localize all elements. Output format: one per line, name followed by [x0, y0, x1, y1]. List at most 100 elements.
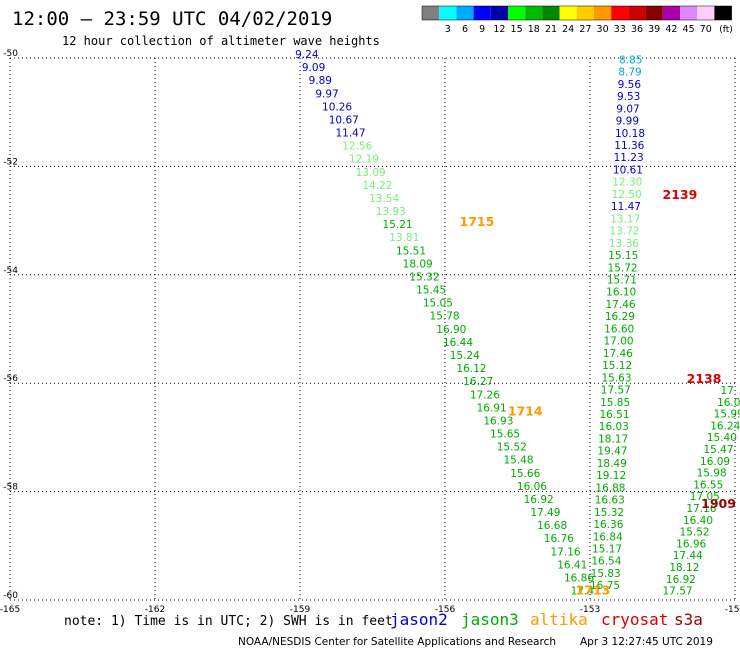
- wave-height-value: 15.98: [697, 468, 727, 480]
- wave-height-value: 15.12: [602, 360, 632, 372]
- wave-height-value: 15.15: [608, 250, 638, 262]
- wave-height-value: 16.36: [593, 519, 623, 531]
- wave-height-value: 15.99: [714, 409, 740, 421]
- color-scale-bar: 3 6 9 12 15 18 21 24 27 30 33 36 39 42 45 70 (ft): [421, 5, 733, 35]
- color-swatch: [508, 6, 526, 20]
- wave-height-value: 17.57: [663, 586, 693, 598]
- color-swatch: [680, 6, 698, 20]
- color-swatch: [456, 6, 474, 20]
- wave-height-value: 17.46: [606, 299, 636, 311]
- color-scale-label: 18: [528, 24, 540, 35]
- y-tick-label: -58: [3, 483, 18, 493]
- chart-subtitle: 12 hour collection of altimeter wave hei…: [62, 34, 380, 48]
- color-swatch: [645, 6, 663, 20]
- axis-ticks: -165 -162 -159 -156 -153 -150 -50 -52 -54 -56 -58 -…: [0, 49, 740, 615]
- color-scale-label: 9: [479, 24, 485, 35]
- wave-height-value: 17.00: [603, 336, 633, 348]
- wave-height-value: 15.65: [490, 429, 520, 441]
- wave-height-value: 9.99: [616, 116, 639, 128]
- color-scale-label: 6: [462, 24, 468, 35]
- wave-height-value: 10.26: [322, 101, 352, 113]
- wave-height-value: 9.56: [618, 79, 642, 91]
- wave-height-value: 12.19: [349, 154, 379, 166]
- wave-height-value: 17.16: [686, 503, 716, 515]
- color-swatch: [662, 6, 680, 20]
- wave-height-value: 16.55: [693, 479, 723, 491]
- wave-height-value: 13.17: [610, 213, 640, 225]
- wave-height-value: 16.84: [593, 531, 623, 543]
- wave-height-value: 9.89: [309, 75, 332, 87]
- wave-height-value: 16.40: [683, 515, 713, 527]
- color-swatch: [714, 6, 732, 20]
- wave-height-value: 17.57: [601, 385, 631, 397]
- wave-height-value: 13.09: [356, 167, 386, 179]
- wave-height-value: 11.23: [614, 152, 644, 164]
- wave-height-value: 16.68: [537, 520, 567, 532]
- y-tick-label: -52: [3, 157, 18, 167]
- wave-height-value: 10.61: [613, 164, 643, 176]
- wave-height-value: 16.51: [599, 409, 629, 421]
- color-swatch: [594, 6, 612, 20]
- wave-height-value: 13.72: [610, 226, 640, 238]
- wave-height-value: 16.76: [544, 533, 574, 545]
- wave-height-value: 15.72: [608, 262, 638, 274]
- color-scale-label: 21: [545, 24, 557, 35]
- color-scale-label: 33: [614, 24, 626, 35]
- wave-height-value: 15.63: [601, 372, 631, 384]
- x-tick-label: -165: [0, 605, 20, 615]
- wave-height-value: 16.91: [477, 402, 507, 414]
- pass-time-labels: 1715 1714 1713 2139 2138 1909: [460, 187, 736, 598]
- wave-height-value: 17.26: [470, 389, 500, 401]
- color-swatch: [439, 6, 457, 20]
- map-grid: [9, 57, 736, 601]
- color-scale-label: 42: [665, 24, 677, 35]
- wave-height-value: 15.32: [409, 271, 439, 283]
- wave-height-value: 9.53: [617, 91, 640, 103]
- footer-timestamp: Apr 3 12:27:45 UTC 2019: [580, 636, 713, 648]
- x-tick-label: -159: [290, 605, 311, 615]
- wave-height-value: 18.12: [669, 562, 699, 574]
- color-swatch: [697, 6, 715, 20]
- color-scale-unit: (ft): [719, 25, 733, 35]
- color-swatch: [559, 6, 577, 20]
- wave-height-value: 16.44: [443, 337, 473, 349]
- color-scale-label: 24: [562, 24, 574, 35]
- wave-height-value: 15.32: [594, 507, 624, 519]
- wave-height-value: 16.92: [524, 494, 554, 506]
- wave-height-value: 17: [721, 385, 734, 397]
- satellite-legend-item: altika: [530, 610, 588, 629]
- wave-height-value: 16.24: [710, 420, 740, 432]
- color-swatch: [525, 6, 543, 20]
- wave-height-value: 8.79: [618, 67, 641, 79]
- wave-height-value: 12.50: [612, 189, 642, 201]
- pass-time-label: 1713: [576, 583, 611, 598]
- color-scale-label: 70: [700, 24, 712, 35]
- color-swatch: [473, 6, 491, 20]
- wave-height-value: 16.03: [599, 421, 629, 433]
- wave-height-value: 15.45: [416, 285, 446, 297]
- color-swatch: [628, 6, 646, 20]
- wave-height-value: 8.85: [619, 54, 642, 66]
- wave-height-value: 15.52: [680, 527, 710, 539]
- wave-height-value: 15.71: [607, 274, 637, 286]
- color-swatch: [611, 6, 629, 20]
- wave-height-value: 11.47: [335, 128, 365, 140]
- wave-height-value: 18.09: [403, 258, 433, 270]
- wave-height-value: 9.09: [302, 62, 325, 74]
- pass-time-label: 1909: [701, 496, 736, 511]
- wave-height-value: 15.51: [396, 245, 426, 257]
- wave-height-labels: 9.249.099.899.9710.2610.6711.4712.5612.1…: [295, 49, 740, 598]
- wave-height-value: 16.75: [590, 580, 620, 592]
- wave-height-value: 13.54: [369, 193, 399, 205]
- wave-height-value: 17.16: [551, 546, 581, 558]
- y-tick-label: -54: [3, 266, 18, 276]
- wave-height-value: 15.48: [503, 455, 533, 467]
- wave-height-value: 15.17: [592, 543, 622, 555]
- wave-height-value: 16.41: [557, 559, 587, 571]
- pass-time-label: 2139: [663, 187, 698, 202]
- wave-height-value: 13.93: [376, 206, 406, 218]
- y-tick-label: -60: [3, 591, 18, 601]
- x-tick-label: -162: [145, 605, 165, 615]
- footer-note: note: 1) Time is in UTC; 2) SWH is in fe…: [64, 614, 393, 629]
